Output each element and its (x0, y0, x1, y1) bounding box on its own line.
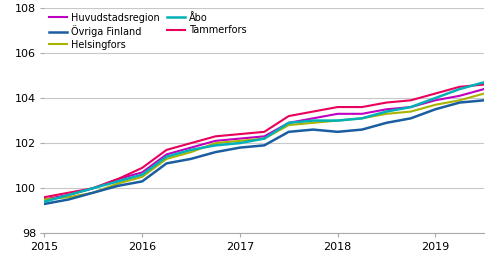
Legend: Huvudstadsregion, Övriga Finland, Helsingfors, Åbo, Tammerfors, : Huvudstadsregion, Övriga Finland, Helsin… (47, 11, 248, 51)
